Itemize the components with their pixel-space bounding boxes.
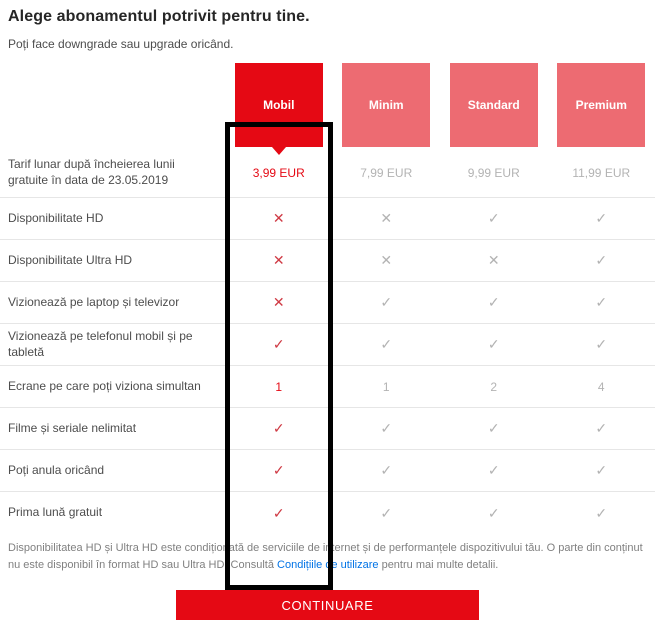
check-icon: ✓ — [548, 210, 655, 227]
screens-count-standard: 2 — [440, 380, 548, 394]
plan-premium-button[interactable]: Premium — [557, 63, 645, 147]
cross-icon: ✕ — [225, 252, 333, 269]
table-row-free-month: Prima lună gratuit ✓ ✓ ✓ ✓ — [0, 492, 655, 534]
check-icon: ✓ — [440, 462, 548, 479]
row-label: Tarif lunar după încheierea lunii gratui… — [0, 157, 225, 188]
check-icon: ✓ — [548, 294, 655, 311]
screens-count-mobil: 1 — [225, 380, 333, 394]
continue-button[interactable]: CONTINUARE — [176, 590, 479, 620]
table-row-laptop-tv: Vizionează pe laptop și televizor ✕ ✓ ✓ … — [0, 282, 655, 324]
terms-of-use-link[interactable]: Condițiile de utilizare — [277, 559, 379, 571]
plan-premium-label: Premium — [576, 98, 627, 112]
hd-disclaimer: Disponibilitatea HD și Ultra HD este con… — [8, 540, 647, 573]
plan-column-mobil: Mobil — [225, 62, 333, 148]
plan-header-spacer — [0, 62, 225, 148]
check-icon: ✓ — [333, 462, 441, 479]
plan-mobil-button[interactable]: Mobil — [235, 63, 323, 147]
check-icon: ✓ — [333, 336, 441, 353]
table-row-cancel: Poți anula oricând ✓ ✓ ✓ ✓ — [0, 450, 655, 492]
cross-icon: ✕ — [225, 210, 333, 227]
cross-icon: ✕ — [333, 210, 441, 227]
check-icon: ✓ — [440, 336, 548, 353]
row-label: Poți anula oricând — [0, 463, 225, 479]
table-row-mobile-tablet: Vizionează pe telefonul mobil și pe tabl… — [0, 324, 655, 366]
cta-container: CONTINUARE — [0, 590, 655, 620]
check-icon: ✓ — [548, 252, 655, 269]
check-icon: ✓ — [440, 420, 548, 437]
screens-count-premium: 4 — [548, 380, 655, 394]
check-icon: ✓ — [440, 505, 548, 522]
cross-icon: ✕ — [440, 252, 548, 269]
check-icon: ✓ — [333, 294, 441, 311]
table-row-price: Tarif lunar după încheierea lunii gratui… — [0, 148, 655, 198]
plan-header-row: Mobil Minim Standard Premium — [0, 62, 655, 148]
check-icon: ✓ — [548, 462, 655, 479]
row-label: Filme și seriale nelimitat — [0, 421, 225, 437]
check-icon: ✓ — [440, 210, 548, 227]
row-label: Ecrane pe care poți viziona simultan — [0, 379, 225, 395]
table-row-screens: Ecrane pe care poți viziona simultan 1 1… — [0, 366, 655, 408]
plan-standard-button[interactable]: Standard — [450, 63, 538, 147]
row-label: Vizionează pe laptop și televizor — [0, 295, 225, 311]
check-icon: ✓ — [225, 505, 333, 522]
check-icon: ✓ — [333, 505, 441, 522]
plan-minim-button[interactable]: Minim — [342, 63, 430, 147]
plan-mobil-label: Mobil — [263, 98, 294, 112]
row-label: Disponibilitate HD — [0, 211, 225, 227]
check-icon: ✓ — [548, 505, 655, 522]
table-row-unlimited: Filme și seriale nelimitat ✓ ✓ ✓ ✓ — [0, 408, 655, 450]
check-icon: ✓ — [333, 420, 441, 437]
plan-column-minim: Minim — [333, 62, 441, 148]
plan-standard-label: Standard — [468, 98, 520, 112]
price-standard: 9,99 EUR — [440, 166, 548, 180]
check-icon: ✓ — [548, 336, 655, 353]
plan-column-standard: Standard — [440, 62, 548, 148]
check-icon: ✓ — [548, 420, 655, 437]
cross-icon: ✕ — [225, 294, 333, 311]
screens-count-minim: 1 — [333, 380, 441, 394]
check-icon: ✓ — [225, 336, 333, 353]
price-premium: 11,99 EUR — [548, 166, 655, 180]
page-title: Alege abonamentul potrivit pentru tine. — [8, 8, 647, 26]
row-label: Prima lună gratuit — [0, 505, 225, 521]
plan-comparison-table: Mobil Minim Standard Premium Tarif lunar — [0, 62, 655, 534]
price-minim: 7,99 EUR — [333, 166, 441, 180]
disclaimer-text-end: pentru mai multe detalii. — [379, 559, 499, 571]
price-mobil: 3,99 EUR — [225, 166, 333, 180]
page-header: Alege abonamentul potrivit pentru tine. … — [0, 0, 655, 51]
table-row-ultra-hd: Disponibilitate Ultra HD ✕ ✕ ✕ ✓ — [0, 240, 655, 282]
row-label: Disponibilitate Ultra HD — [0, 253, 225, 269]
check-icon: ✓ — [225, 420, 333, 437]
cross-icon: ✕ — [333, 252, 441, 269]
check-icon: ✓ — [225, 462, 333, 479]
plan-minim-label: Minim — [369, 98, 404, 112]
plan-column-premium: Premium — [548, 62, 655, 148]
check-icon: ✓ — [440, 294, 548, 311]
row-label: Vizionează pe telefonul mobil și pe tabl… — [0, 329, 225, 360]
page-subtitle: Poți face downgrade sau upgrade oricând. — [8, 37, 647, 51]
table-row-hd: Disponibilitate HD ✕ ✕ ✓ ✓ — [0, 198, 655, 240]
